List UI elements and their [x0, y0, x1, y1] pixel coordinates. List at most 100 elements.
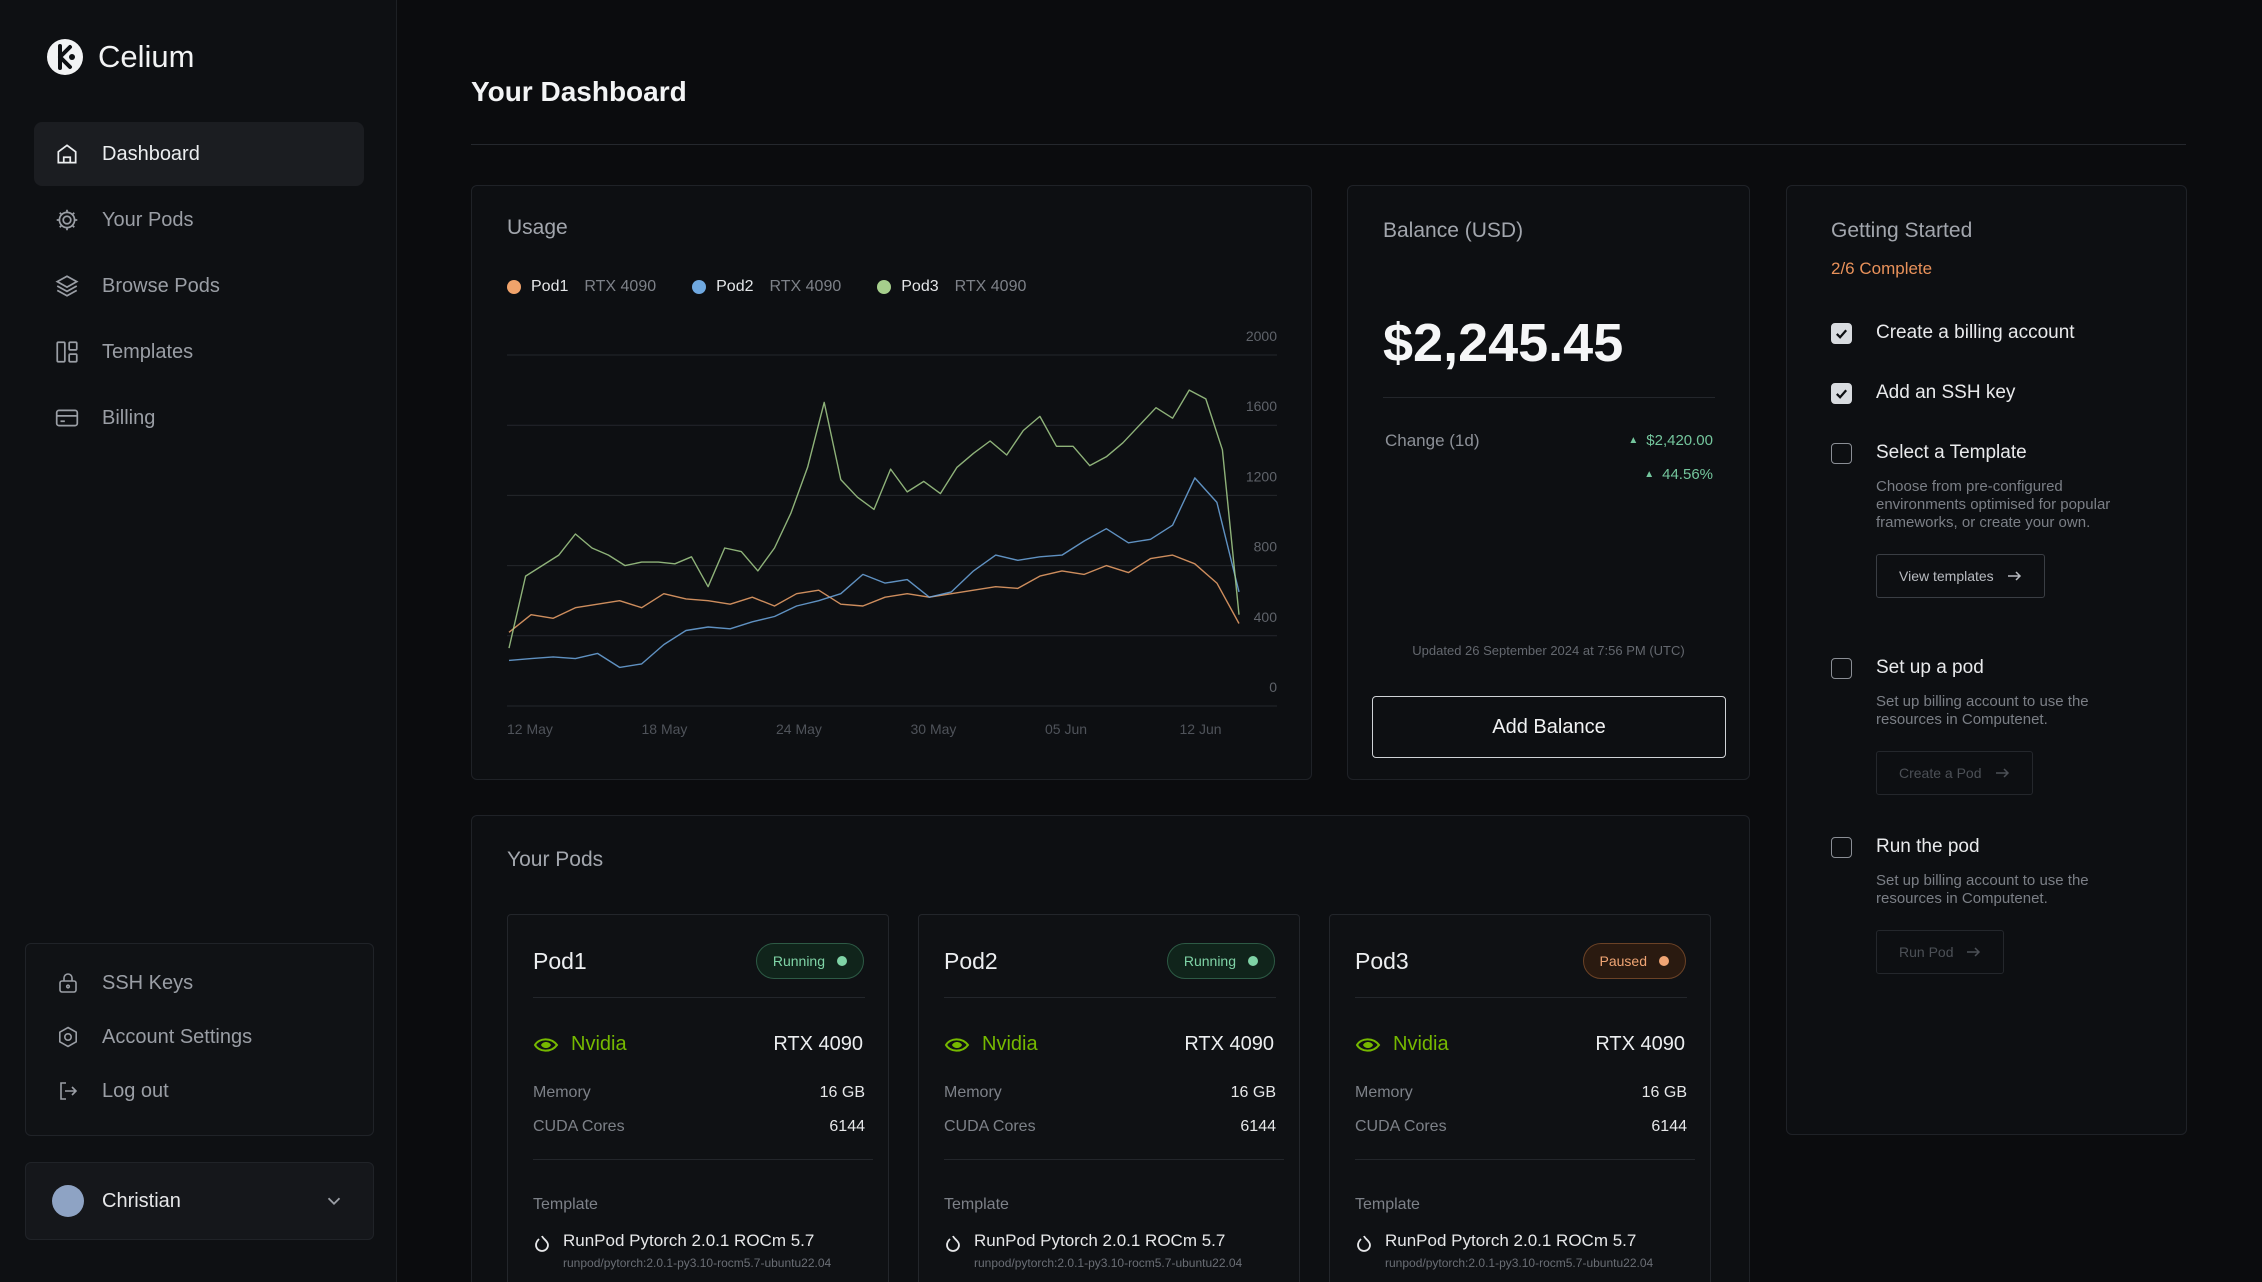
- y-tick-label: 1600: [1246, 398, 1277, 414]
- step-description: Set up billing account to use the resour…: [1876, 872, 2089, 907]
- template-icon: [535, 1235, 549, 1252]
- step-checkbox[interactable]: [1831, 322, 1852, 344]
- add-balance-button[interactable]: Add Balance: [1372, 696, 1726, 758]
- balance-currency: (USD): [1464, 219, 1524, 242]
- getting-started-title: Getting Started: [1831, 219, 1973, 242]
- divider: [1355, 1159, 1695, 1160]
- x-tick-label: 24 May: [776, 721, 822, 737]
- change-percent-value: 44.56%: [1662, 466, 1713, 483]
- legend-item-pod1[interactable]: Pod1 RTX 4090: [507, 278, 656, 296]
- sidebar-item-your-pods[interactable]: Your Pods: [34, 188, 364, 252]
- your-pods-title: Your Pods: [507, 848, 604, 871]
- spec-value: 16 GB: [1641, 1084, 1687, 1101]
- divider: [944, 997, 1276, 998]
- divider: [1383, 397, 1715, 398]
- template-icon: [1357, 1235, 1371, 1252]
- sidebar-item-templates[interactable]: Templates: [34, 320, 364, 384]
- sidebar-item-ssh-keys[interactable]: SSH Keys: [26, 956, 373, 1010]
- chevron-down-icon: [327, 1197, 341, 1206]
- legend-dot: [692, 280, 707, 294]
- brand[interactable]: Celium: [46, 38, 194, 76]
- sidebar: Celium Dashboard Your Pods Browse Pods T…: [0, 0, 397, 1282]
- status-label: Running: [772, 953, 825, 969]
- sidebar-item-label: Templates: [102, 340, 194, 363]
- pod-card-pod3[interactable]: Pod3 Paused Nvidia RTX 4090 Memory 16 GB…: [1329, 914, 1711, 1282]
- status-dot: [837, 956, 847, 966]
- step-description: Set up billing account to use the resour…: [1876, 693, 2089, 728]
- vendor-name: Nvidia: [1393, 1033, 1449, 1055]
- view-templates-button[interactable]: View templates: [1876, 554, 2045, 598]
- up-arrow-icon: ▲: [1628, 435, 1639, 446]
- template-name: RunPod Pytorch 2.0.1 ROCm 5.7: [974, 1231, 1226, 1250]
- balance-title-text: Balance: [1383, 219, 1459, 242]
- nvidia-icon: [533, 1037, 559, 1052]
- sidebar-item-log-out[interactable]: Log out: [26, 1064, 373, 1118]
- step-checkbox[interactable]: [1831, 442, 1852, 464]
- spec-value: 6144: [1651, 1118, 1687, 1135]
- change-amount-value: $2,420.00: [1646, 432, 1713, 449]
- nvidia-icon: [1355, 1037, 1381, 1052]
- step-run-pod: Run the pod Set up billing account to us…: [1831, 836, 2161, 974]
- pod-card-pod1[interactable]: Pod1 Running Nvidia RTX 4090 Memory 16 G…: [507, 914, 889, 1282]
- sidebar-item-browse-pods[interactable]: Browse Pods: [34, 254, 364, 318]
- spec-label: CUDA Cores: [1355, 1118, 1447, 1135]
- vendor-name: Nvidia: [982, 1033, 1038, 1055]
- spec-value: 6144: [1240, 1118, 1276, 1135]
- x-tick-label: 05 Jun: [1045, 721, 1087, 737]
- template-label: Template: [1355, 1196, 1420, 1213]
- legend-item-pod3[interactable]: Pod3 RTX 4090: [877, 278, 1026, 296]
- step-checkbox[interactable]: [1831, 657, 1852, 679]
- up-arrow-icon: ▲: [1644, 469, 1655, 480]
- pod-name: Pod2: [944, 948, 998, 974]
- usage-title: Usage: [507, 216, 568, 239]
- step-label: Set up a pod: [1876, 657, 1984, 678]
- balance-card: Balance (USD) $2,245.45 Change (1d) ▲ $2…: [1347, 185, 1750, 780]
- sidebar-item-account-settings[interactable]: Account Settings: [26, 1010, 373, 1064]
- balance-amount: $2,245.45: [1383, 313, 1624, 373]
- step-label: Create a billing account: [1876, 322, 2075, 343]
- step-create-billing: Create a billing account: [1831, 322, 2161, 344]
- run-pod-button[interactable]: Run Pod: [1876, 930, 2005, 974]
- gear-icon: [56, 209, 78, 231]
- cuda-cores-row: CUDA Cores 6144: [533, 1118, 865, 1136]
- account-menu: SSH Keys Account Settings Log out: [25, 943, 374, 1136]
- legend-gpu: RTX 4090: [584, 278, 657, 295]
- button-label: Create a Pod: [1899, 765, 1982, 781]
- user-switcher[interactable]: Christian: [25, 1162, 374, 1240]
- usage-card: Usage Pod1 RTX 4090 Pod2 RTX 4090 Pod3 R…: [471, 185, 1312, 780]
- user-name: Christian: [102, 1189, 181, 1212]
- template-name: RunPod Pytorch 2.0.1 ROCm 5.7: [1385, 1231, 1637, 1250]
- template-label: Template: [944, 1196, 1009, 1213]
- sidebar-item-dashboard[interactable]: Dashboard: [34, 122, 364, 186]
- lock-icon: [59, 973, 77, 993]
- create-pod-button[interactable]: Create a Pod: [1876, 751, 2033, 795]
- legend-item-pod2[interactable]: Pod2 RTX 4090: [692, 278, 841, 296]
- sidebar-item-label: Log out: [102, 1079, 169, 1102]
- pod-card-pod2[interactable]: Pod2 Running Nvidia RTX 4090 Memory 16 G…: [918, 914, 1300, 1282]
- page-title: Your Dashboard: [471, 76, 687, 107]
- avatar: [52, 1185, 84, 1217]
- sidebar-item-billing[interactable]: Billing: [34, 386, 364, 450]
- balance-title: Balance (USD): [1383, 219, 1523, 243]
- arrow-right-icon: [2007, 571, 2021, 581]
- sidebar-item-label: SSH Keys: [102, 971, 194, 994]
- templates-icon: [56, 341, 78, 363]
- step-checkbox[interactable]: [1831, 836, 1852, 858]
- vendor-name: Nvidia: [571, 1033, 627, 1055]
- step-label: Select a Template: [1876, 442, 2027, 463]
- legend-name: Pod2: [716, 278, 754, 295]
- gpu-model: RTX 4090: [1184, 1033, 1274, 1055]
- status-badge: Running: [1166, 943, 1275, 979]
- memory-row: Memory 16 GB: [533, 1084, 865, 1102]
- y-tick-label: 400: [1254, 609, 1278, 625]
- status-badge: Paused: [1582, 943, 1686, 979]
- chart-legend: Pod1 RTX 4090 Pod2 RTX 4090 Pod3 RTX 409…: [507, 278, 1026, 296]
- vendor: Nvidia: [944, 1033, 1038, 1056]
- check-icon: [1836, 388, 1848, 399]
- divider: [1355, 997, 1687, 998]
- step-checkbox[interactable]: [1831, 382, 1852, 404]
- getting-started-card: Getting Started 2/6 Complete Create a bi…: [1786, 185, 2187, 1135]
- y-tick-label: 1200: [1246, 468, 1277, 484]
- sidebar-item-label: Dashboard: [102, 142, 200, 165]
- status-label: Paused: [1599, 953, 1647, 969]
